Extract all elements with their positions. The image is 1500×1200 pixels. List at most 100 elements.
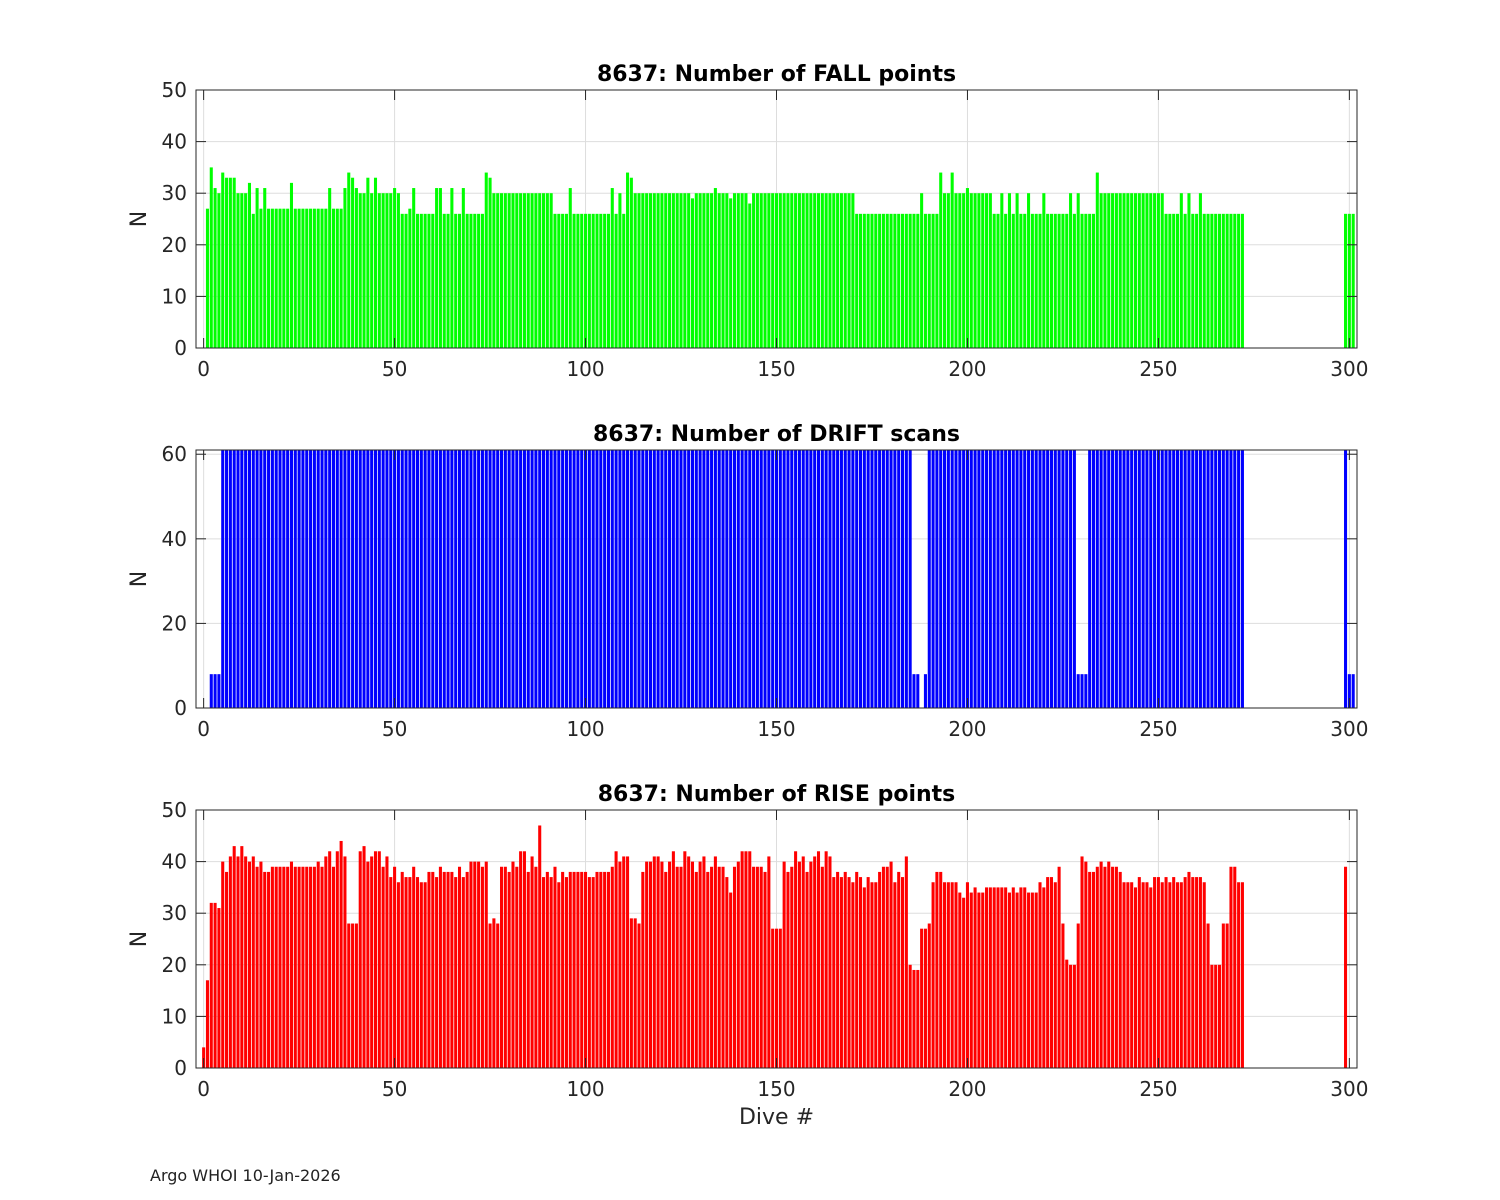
bar — [373, 177, 378, 348]
bar — [889, 861, 893, 1068]
bar — [916, 969, 920, 1068]
bar — [717, 866, 721, 1068]
bar — [1046, 877, 1050, 1068]
bar — [1038, 213, 1042, 348]
bar — [423, 450, 427, 708]
bar — [736, 861, 740, 1068]
x-tick-label: 0 — [197, 1077, 210, 1101]
bar — [771, 928, 775, 1068]
bar — [435, 877, 439, 1068]
bar — [347, 923, 351, 1068]
bar — [1164, 213, 1168, 348]
bar — [1061, 923, 1065, 1068]
bar — [725, 450, 729, 708]
bar — [1221, 213, 1225, 348]
bar — [305, 866, 309, 1068]
bar — [335, 208, 339, 348]
bar — [259, 861, 263, 1068]
bar — [389, 877, 393, 1068]
bar — [1175, 450, 1180, 708]
bar — [664, 193, 668, 348]
bar — [202, 1047, 206, 1068]
bar — [935, 450, 939, 708]
bar — [580, 450, 584, 708]
bar — [763, 871, 767, 1068]
bar — [503, 193, 507, 348]
chart-panel-0: 0 50 100 150 200 250 300 0 10 20 30 40 50 8637: Numbe… — [127, 62, 1368, 381]
bar — [320, 208, 324, 348]
bar — [782, 193, 786, 348]
bar — [542, 450, 546, 708]
bar — [408, 208, 412, 348]
bar — [836, 450, 840, 708]
bar — [1164, 877, 1168, 1068]
bar — [977, 892, 981, 1068]
bar — [866, 213, 870, 348]
bar — [1130, 193, 1134, 348]
bar — [351, 450, 355, 708]
bar — [648, 861, 652, 1068]
bar — [297, 450, 301, 708]
bar — [251, 450, 255, 708]
bar — [912, 674, 916, 708]
bar — [1240, 213, 1244, 348]
bar — [431, 450, 435, 708]
bar — [988, 193, 992, 348]
bar — [1137, 877, 1141, 1068]
bar — [1210, 964, 1214, 1068]
bar — [595, 871, 599, 1068]
y-tick-label: 50 — [162, 798, 187, 822]
bar — [744, 450, 748, 708]
bar — [522, 450, 526, 708]
bar — [805, 193, 809, 348]
bar — [393, 188, 397, 348]
bar — [721, 450, 725, 708]
bar — [958, 892, 962, 1068]
bar — [610, 188, 614, 348]
bar — [267, 208, 271, 348]
x-tick-label: 50 — [382, 1077, 407, 1101]
bar — [1198, 193, 1202, 348]
bar — [610, 866, 614, 1068]
bar — [1046, 213, 1050, 348]
y-tick-label: 10 — [162, 284, 187, 308]
bar — [683, 851, 687, 1068]
bar — [710, 866, 714, 1068]
y-tick-label: 20 — [162, 611, 187, 635]
bar — [328, 188, 332, 348]
bar — [274, 208, 278, 348]
bar — [1191, 450, 1195, 708]
bar — [522, 193, 526, 348]
bar — [435, 188, 439, 348]
bar — [370, 193, 374, 348]
bar — [1088, 871, 1092, 1068]
bar — [515, 193, 519, 348]
bar — [962, 193, 966, 348]
bar — [1202, 450, 1206, 708]
bar — [816, 450, 821, 708]
bar — [985, 887, 989, 1068]
bar — [393, 866, 397, 1068]
bar — [415, 877, 420, 1068]
bar — [1183, 450, 1187, 708]
bar — [862, 450, 866, 708]
chart-title: 8637: Number of RISE points — [598, 782, 956, 807]
bar — [824, 193, 828, 348]
bar — [263, 188, 267, 348]
bar — [1007, 193, 1011, 348]
bar — [824, 851, 828, 1068]
bar — [748, 851, 752, 1068]
bar — [347, 450, 351, 708]
bar — [1145, 193, 1149, 348]
bar — [908, 450, 912, 708]
bar — [977, 450, 981, 708]
bar — [828, 856, 832, 1068]
bar — [297, 866, 301, 1068]
bar — [511, 861, 515, 1068]
bar — [225, 871, 229, 1068]
bar — [1225, 213, 1229, 348]
bar — [450, 450, 454, 708]
chart-panel-1: 0 50 100 150 200 250 300 0 20 40 60 8637: Number of… — [127, 422, 1368, 741]
bar — [675, 450, 679, 708]
bar — [1057, 213, 1061, 348]
